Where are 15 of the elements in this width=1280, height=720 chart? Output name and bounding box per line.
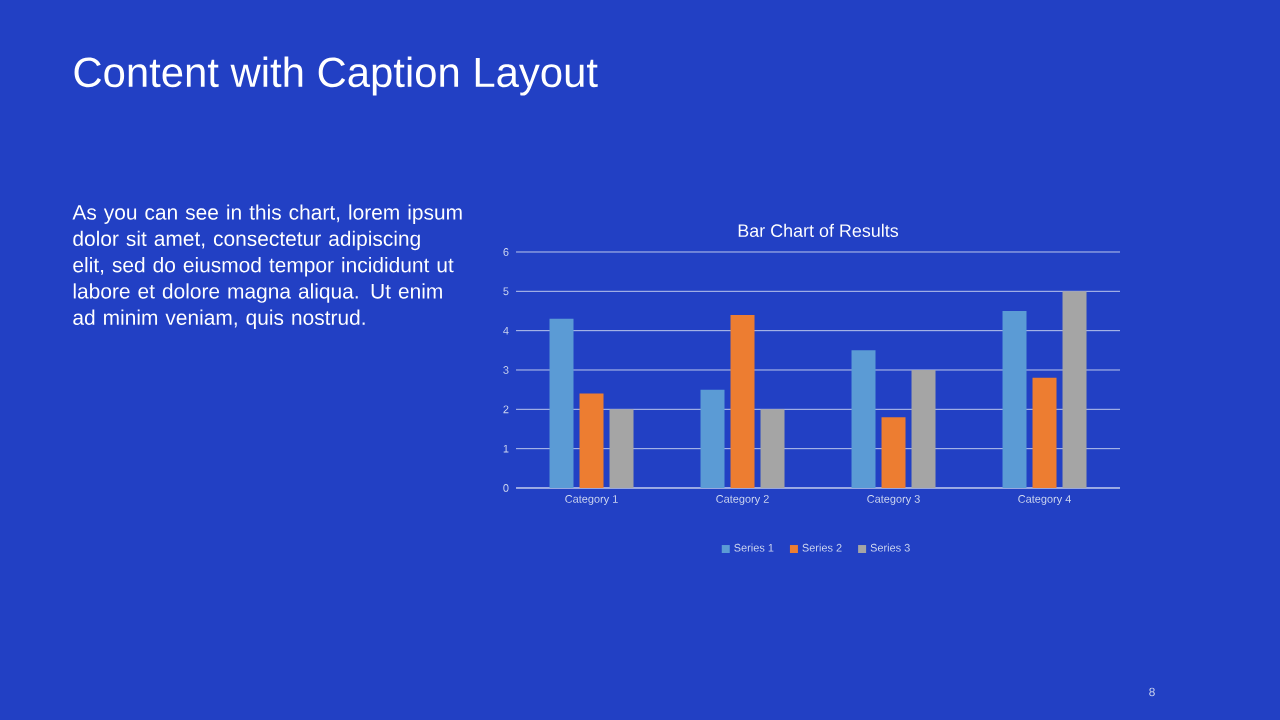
bar xyxy=(579,393,604,488)
chart-title: Bar Chart of Results xyxy=(738,223,899,238)
bar xyxy=(851,350,876,488)
bar xyxy=(1062,291,1087,488)
bar xyxy=(881,417,906,488)
bar xyxy=(1002,311,1027,488)
text: As you can see in this chart, lorem ipsum dolor sit amet, consectetur adipiscing elit, sed do eiusmod tempor incididunt ut labore et dolore magna aliqua. Ut enim ad minim veniam, quis nostrud. xyxy=(72,204,462,330)
bar xyxy=(760,409,785,488)
text: Content with Caption Layout xyxy=(74,56,598,96)
bar xyxy=(1032,377,1057,488)
bar xyxy=(700,389,725,488)
bar xyxy=(911,370,936,488)
bar xyxy=(730,314,755,488)
bar xyxy=(609,409,634,488)
bar xyxy=(549,318,574,488)
